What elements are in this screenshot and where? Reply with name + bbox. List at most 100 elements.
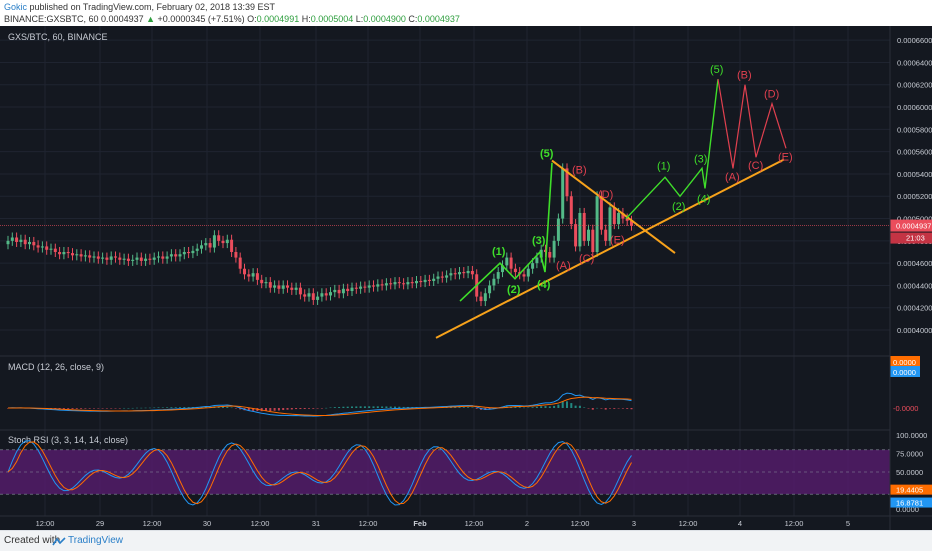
macd-axis-label: -0.0000 <box>893 404 918 413</box>
open-label: O: <box>247 14 257 24</box>
time-tick-label: 12:00 <box>465 519 484 528</box>
candle-body <box>548 251 552 258</box>
macd-histogram-bar <box>578 405 581 408</box>
stoch-tick-label: 75.0000 <box>896 449 923 458</box>
wave-label-red: (D) <box>598 189 613 201</box>
chart-area[interactable]: GXS/BTC, 60, BINANCE (1) (2) (3) (4) (5) (A)(… <box>0 26 932 530</box>
macd-histogram-bar <box>312 408 315 409</box>
candle-body <box>415 280 418 284</box>
macd-histogram-bar <box>170 407 173 408</box>
candle-body <box>316 296 320 300</box>
macd-histogram-bar <box>389 406 392 408</box>
low-value: 0.0004900 <box>363 14 406 24</box>
author-link[interactable]: Gokic <box>4 2 28 12</box>
candle-body <box>178 254 182 257</box>
candle-body <box>15 237 19 242</box>
support-trendline <box>435 158 785 339</box>
price-tick-label: 0.0005800 <box>897 125 932 134</box>
candle-body <box>225 239 229 244</box>
price-axis[interactable]: 0.0006600 0.0006400 0.0006200 0.0006000 0.00… <box>890 36 932 335</box>
macd-histogram-bar <box>372 406 375 408</box>
time-axis[interactable]: 12:00 29 12:00 30 12:00 31 12:00 Feb 12:00 2 12:00… <box>36 519 850 528</box>
macd-histogram-bar <box>161 407 164 408</box>
macd-histogram-bar <box>179 407 181 408</box>
candle-body <box>556 218 560 241</box>
macd-histogram-bar <box>183 407 186 408</box>
macd-axis-badge <box>890 356 920 367</box>
candle-body <box>157 256 160 258</box>
candle-body <box>75 254 79 256</box>
macd-histogram-bar <box>325 407 328 409</box>
macd-histogram-bar <box>123 407 126 409</box>
candle-body <box>406 282 410 285</box>
chart-background <box>0 26 932 530</box>
candle-body <box>174 254 178 257</box>
candle-body <box>350 287 354 292</box>
wave-annotations: (1) (2) (3) (4) (5) (A) (B) (C) (D) (E) (1) (2) (3) (… <box>0 64 890 339</box>
macd-histogram-bar <box>458 407 461 408</box>
candle-body <box>148 258 152 260</box>
candle-body <box>32 241 36 246</box>
candle-body <box>363 286 367 288</box>
price-tick-label: 0.0005200 <box>897 192 932 201</box>
macd-histogram-bar <box>303 408 306 410</box>
price-tick-label: 0.0004200 <box>897 304 932 313</box>
stoch-series <box>0 440 890 506</box>
candle-body <box>255 273 259 280</box>
candle-body <box>109 256 113 260</box>
candle-body <box>6 240 10 245</box>
candle-body <box>488 285 492 294</box>
candle-body <box>169 254 173 257</box>
candle-body <box>324 293 328 296</box>
macd-histogram-bar <box>604 408 607 410</box>
stoch-tick-label: 100.0000 <box>896 431 927 440</box>
macd-histogram-bar <box>187 407 190 408</box>
candle-body <box>569 196 573 225</box>
candle-body <box>582 212 586 241</box>
candle-body <box>397 282 401 284</box>
macd-histogram-bar <box>157 407 160 408</box>
macd-histogram-bar <box>144 407 147 409</box>
macd-histogram-bar <box>131 407 134 409</box>
macd-histogram-bar <box>282 408 285 411</box>
candle-body <box>62 251 66 255</box>
projection-label-green: (2) <box>672 201 685 213</box>
macd-histogram-bar <box>299 408 302 410</box>
macd-histogram-bar <box>583 407 586 408</box>
macd-histogram-bar <box>385 406 388 408</box>
candle-body <box>200 245 203 249</box>
candle-body <box>483 293 487 302</box>
candle-body <box>58 251 62 255</box>
created-with-text: Created with <box>4 535 61 546</box>
tradingview-brand[interactable]: TradingView <box>68 535 124 546</box>
candle-body <box>281 285 285 289</box>
macd-histogram-bar <box>97 408 100 409</box>
candle-body <box>71 253 74 256</box>
macd-histogram-bar <box>406 406 409 408</box>
open-value: 0.0004991 <box>256 14 300 24</box>
chart-canvas[interactable]: GXS/BTC, 60, BINANCE (1)(2)(3)(4)(5)(A)(… <box>0 26 932 530</box>
candle-body <box>268 282 272 288</box>
candle-body <box>419 280 423 283</box>
macd-histogram-bar <box>617 408 620 409</box>
stoch-d-line <box>7 441 632 505</box>
tradingview-logo-icon[interactable] <box>52 537 66 546</box>
wave-label-green: (4) <box>537 279 551 291</box>
chart-header: Gokic published on TradingView.com, Febr… <box>0 0 932 26</box>
candle-body <box>458 272 461 275</box>
stoch-d-label: 16.8781 <box>896 499 923 508</box>
candle-body <box>182 251 186 255</box>
candle-body <box>389 283 393 285</box>
candle-body <box>535 257 539 264</box>
candle-body <box>105 257 109 260</box>
candle-body <box>333 289 337 293</box>
macd-histogram-bar <box>462 407 465 408</box>
footer-bar: Created with TradingView <box>0 530 932 551</box>
time-tick-label: 12:00 <box>571 519 590 528</box>
publish-line: Gokic published on TradingView.com, Febr… <box>4 2 275 12</box>
time-tick-label: 29 <box>96 519 104 528</box>
time-tick-label: 5 <box>846 519 850 528</box>
macd-histogram-bar <box>80 408 83 409</box>
macd-histogram-bar <box>295 408 298 410</box>
macd-histogram-bar <box>475 408 478 409</box>
